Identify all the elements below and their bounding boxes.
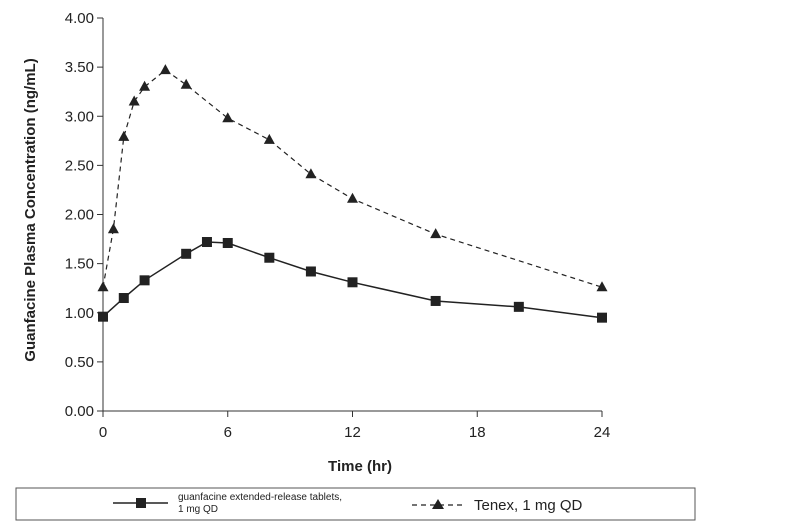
data-point-triangle	[159, 64, 171, 75]
legend-box	[15, 487, 696, 521]
y-tick-label: 1.50	[65, 256, 94, 273]
y-tick-label: 4.00	[65, 10, 94, 27]
data-point-square	[139, 275, 150, 286]
data-point-triangle	[222, 112, 234, 123]
y-tick-label: 0.00	[65, 403, 94, 420]
series-line-2	[102, 69, 603, 288]
data-point-square	[347, 277, 358, 288]
data-point-square	[201, 237, 212, 248]
data-point-triangle	[596, 281, 608, 292]
data-point-square	[118, 293, 129, 304]
data-point-triangle	[180, 78, 192, 89]
y-tick-label: 2.00	[65, 207, 94, 224]
x-axis-title: Time (hr)	[328, 458, 392, 475]
x-tick-label: 0	[99, 424, 107, 441]
x-tick-label: 12	[344, 424, 361, 441]
y-tick-label: 1.00	[65, 305, 94, 322]
series-layer	[97, 64, 608, 323]
data-point-square	[513, 301, 524, 312]
y-tick-label: 0.50	[65, 354, 94, 371]
data-point-triangle	[347, 192, 358, 203]
data-point-square	[305, 266, 316, 277]
data-point-square	[222, 237, 233, 248]
y-axis: 0.00 0.50 1.00 1.50 2.00 2.50 3.00 3.50 4.00	[65, 10, 104, 420]
legend-label-er-line1: guanfacine extended-release tablets,	[178, 492, 342, 503]
x-axis: 0 6 12 18 24	[99, 410, 611, 441]
data-point-triangle	[139, 80, 151, 91]
data-point-triangle	[305, 168, 317, 179]
legend-entry-tenex: Tenex, 1 mg QD	[412, 497, 583, 514]
data-point-square	[264, 252, 275, 263]
y-tick-label: 2.50	[65, 157, 94, 174]
data-point-triangle	[107, 223, 119, 234]
legend: guanfacine extended-release tablets, 1 m…	[15, 487, 696, 521]
x-tick-label: 18	[469, 424, 486, 441]
data-point-square	[430, 295, 441, 306]
data-point-triangle	[263, 133, 275, 144]
legend-label-tenex: Tenex, 1 mg QD	[474, 497, 583, 514]
data-point-triangle	[430, 228, 442, 239]
data-point-square	[98, 311, 108, 322]
x-tick-label: 24	[594, 424, 611, 441]
data-point-triangle	[128, 95, 140, 106]
legend-entry-er: guanfacine extended-release tablets, 1 m…	[113, 492, 342, 515]
legend-label-er-line2: 1 mg QD	[178, 504, 218, 515]
x-tick-label: 6	[224, 424, 232, 441]
data-point-triangle	[97, 281, 109, 292]
legend-triangle-marker	[432, 499, 444, 509]
data-point-square	[181, 248, 192, 259]
data-point-square	[597, 312, 607, 323]
legend-square-marker	[136, 498, 146, 508]
data-point-triangle	[118, 130, 130, 141]
y-axis-title: Guanfacine Plasma Concentration (ng/mL)	[22, 58, 39, 361]
y-tick-label: 3.50	[65, 59, 94, 76]
y-tick-label: 3.00	[65, 108, 94, 125]
